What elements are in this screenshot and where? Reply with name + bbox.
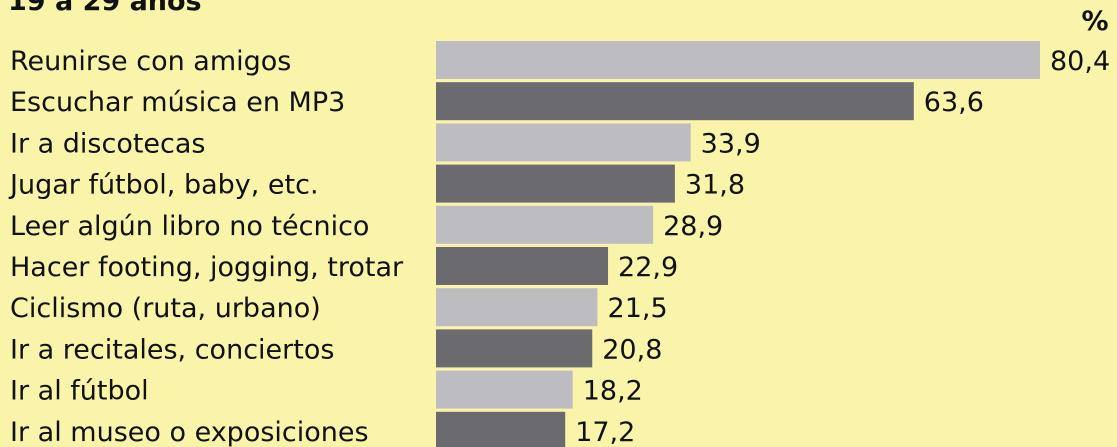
- value-label: 22,9: [618, 252, 678, 283]
- bar: [436, 247, 609, 285]
- bar: [436, 82, 914, 121]
- value-label: 28,9: [663, 211, 723, 242]
- category-label: Reunirse con amigos: [10, 46, 291, 77]
- value-label: 21,5: [608, 293, 668, 324]
- bar: [436, 370, 573, 409]
- value-label: 20,8: [602, 334, 662, 365]
- bar: [436, 123, 691, 162]
- value-label: 31,8: [685, 170, 745, 201]
- bar: [436, 164, 675, 203]
- category-label: Ir a recitales, conciertos: [10, 334, 334, 365]
- category-label: Ciclismo (ruta, urbano): [10, 293, 321, 324]
- bar: [436, 288, 598, 327]
- category-label: Ir al fútbol: [10, 376, 149, 407]
- category-label: Jugar fútbol, baby, etc.: [8, 170, 319, 201]
- value-label: 80,4: [1050, 46, 1110, 77]
- category-label: Leer algún libro no técnico: [10, 211, 369, 242]
- bar: [436, 205, 654, 244]
- value-label: 63,6: [924, 87, 984, 118]
- bar: [436, 411, 566, 447]
- chart-title: 19 a 29 años: [8, 0, 202, 17]
- unit-label: %: [1081, 6, 1108, 37]
- category-label: Hacer footing, jogging, trotar: [10, 252, 404, 283]
- bar: [436, 41, 1040, 79]
- category-label: Ir a discotecas: [10, 128, 206, 159]
- value-label: 33,9: [701, 128, 761, 159]
- category-label: Escuchar música en MP3: [10, 87, 345, 118]
- bar: [436, 329, 593, 368]
- category-label: Ir al museo o exposiciones: [10, 417, 369, 447]
- value-label: 17,2: [575, 417, 635, 447]
- value-label: 18,2: [583, 376, 643, 407]
